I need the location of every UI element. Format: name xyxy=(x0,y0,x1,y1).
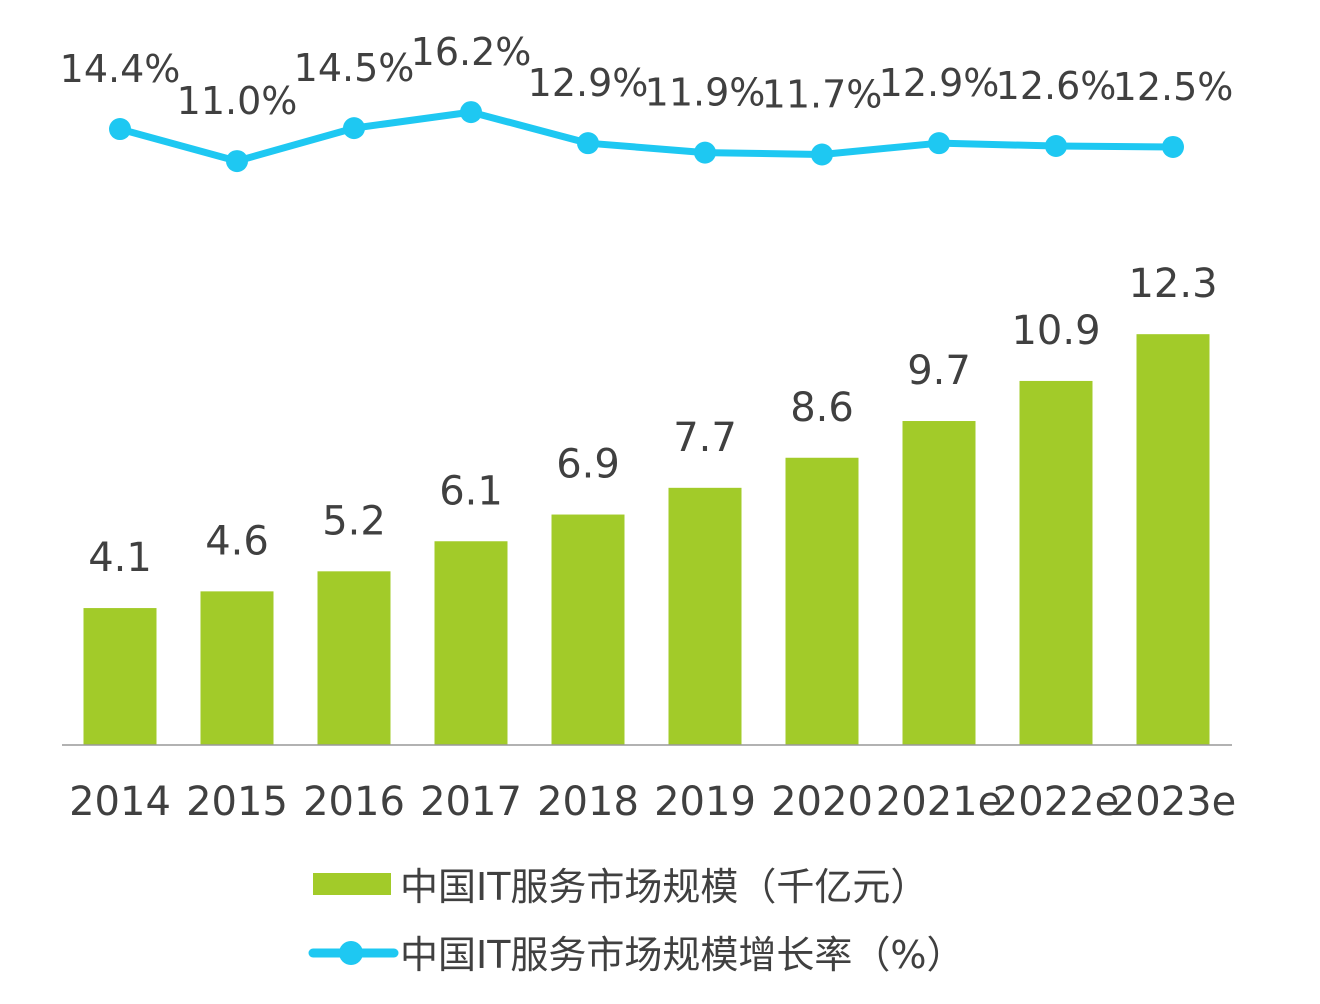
legend-line-marker xyxy=(339,941,363,965)
growth-line xyxy=(119,108,1174,165)
x-tick-label: 2023e xyxy=(1110,779,1236,825)
line-data-label: 12.9% xyxy=(879,61,1000,105)
bar-series: 4.1 4.6 5.2 6.1 6.9 7.7 8.6 9.7 10.9 12.3 xyxy=(83,261,1218,745)
line-point xyxy=(109,118,131,141)
line-point xyxy=(811,143,833,166)
line-point xyxy=(1162,135,1184,158)
legend-bar-label: 中国IT服务市场规模（千亿元） xyxy=(400,865,928,909)
bar-data-label: 5.2 xyxy=(322,498,386,544)
line-data-label: 12.9% xyxy=(528,61,649,105)
bar xyxy=(668,487,742,745)
x-tick-label: 2020 xyxy=(771,779,873,825)
bar xyxy=(83,608,157,745)
bar xyxy=(317,571,391,745)
line-data-label: 12.5% xyxy=(1113,65,1234,109)
line-data-label: 12.6% xyxy=(996,64,1117,108)
bar-data-label: 4.1 xyxy=(88,535,152,581)
line-data-label: 16.2% xyxy=(411,30,532,74)
x-tick-label: 2022e xyxy=(993,779,1119,825)
line-series: 14.4%11.0%14.5%16.2%12.9%11.9%11.7%12.9%… xyxy=(60,30,1234,173)
bar-data-label: 7.7 xyxy=(673,415,737,461)
bar xyxy=(1136,334,1210,745)
bar-data-label: 9.7 xyxy=(907,348,971,394)
bar-data-label: 10.9 xyxy=(1011,308,1100,354)
line-point xyxy=(694,141,716,164)
bar-data-label: 4.6 xyxy=(205,518,269,564)
x-tick-label: 2014 xyxy=(69,779,171,825)
line-data-label: 14.5% xyxy=(294,46,415,90)
line-point xyxy=(226,150,248,173)
x-tick-label: 2016 xyxy=(303,779,405,825)
line-data-label: 11.0% xyxy=(177,79,298,123)
bar xyxy=(551,514,625,745)
legend: 中国IT服务市场规模（千亿元） 中国IT服务市场规模增长率（%） xyxy=(308,865,965,977)
line-point xyxy=(460,101,482,124)
x-tick-labels: 2014 2015 2016 2017 2018 2019 2020 2021e2022e20… xyxy=(69,779,1236,825)
legend-bar-swatch xyxy=(313,873,391,895)
line-data-label: 11.7% xyxy=(762,72,883,116)
legend-line-label: 中国IT服务市场规模增长率（%） xyxy=(400,933,965,977)
bar-data-label: 6.9 xyxy=(556,442,620,488)
x-tick-label: 2019 xyxy=(654,779,756,825)
line-point xyxy=(928,132,950,155)
bar xyxy=(902,421,976,745)
x-tick-label: 2018 xyxy=(537,779,639,825)
bar xyxy=(785,457,859,745)
bar-data-label: 8.6 xyxy=(790,385,854,431)
bar-data-label: 12.3 xyxy=(1128,261,1217,307)
line-point xyxy=(343,117,365,140)
line-point xyxy=(1045,135,1067,158)
bar xyxy=(1019,380,1093,745)
x-tick-label: 2015 xyxy=(186,779,288,825)
line-data-label: 14.4% xyxy=(60,47,181,91)
x-tick-label: 2017 xyxy=(420,779,522,825)
line-data-label: 11.9% xyxy=(645,71,766,115)
x-tick-label: 2021e xyxy=(876,779,1002,825)
bar xyxy=(434,541,508,745)
line-point xyxy=(577,132,599,155)
bar-data-label: 6.1 xyxy=(439,468,503,514)
bar xyxy=(200,591,274,745)
